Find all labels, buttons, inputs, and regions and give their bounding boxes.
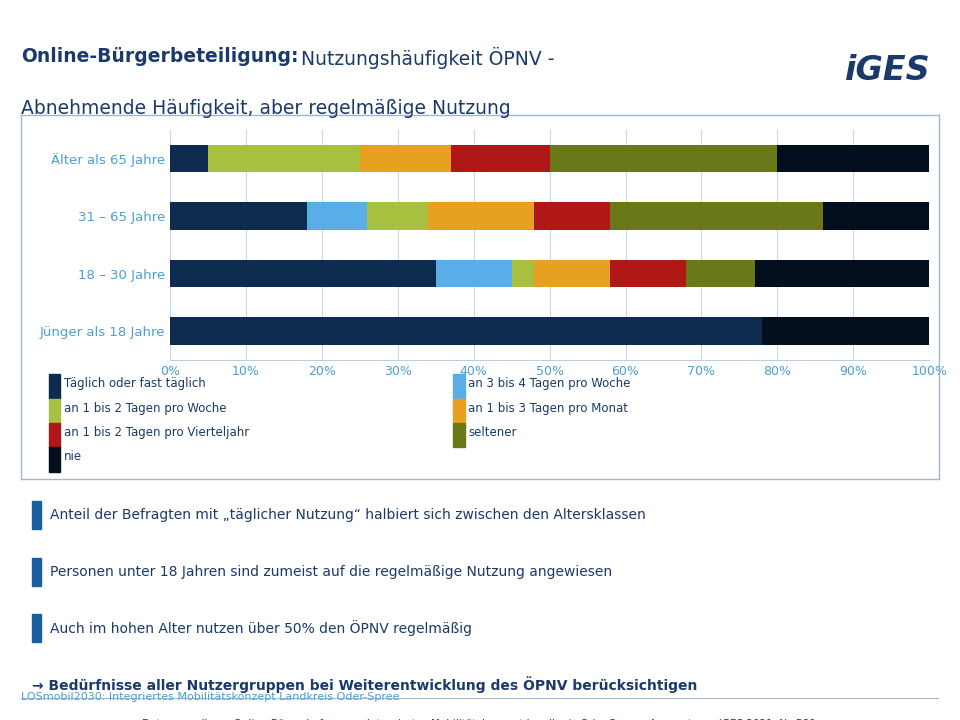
Bar [453, 374, 465, 399]
Text: an 3 bis 4 Tagen pro Woche: an 3 bis 4 Tagen pro Woche [468, 377, 631, 390]
Bar [32, 614, 41, 642]
Bar [611, 202, 823, 230]
Text: iGES: iGES [845, 54, 930, 87]
Bar [451, 145, 549, 172]
Bar [611, 260, 686, 287]
Text: seltener: seltener [468, 426, 516, 438]
Text: Personen unter 18 Jahren sind zumeist auf die regelmäßige Nutzung angewiesen: Personen unter 18 Jahren sind zumeist au… [51, 564, 612, 579]
Text: Nutzungshäufigkeit ÖPNV -: Nutzungshäufigkeit ÖPNV - [295, 47, 554, 69]
Bar [306, 202, 368, 230]
Bar [360, 145, 451, 172]
Bar [170, 260, 436, 287]
Bar [170, 145, 208, 172]
Text: Anteil der Befragten mit „täglicher Nutzung“ halbiert sich zwischen den Alterskl: Anteil der Befragten mit „täglicher Nutz… [51, 508, 646, 523]
Bar [49, 374, 60, 399]
Bar [32, 558, 41, 586]
Bar [778, 145, 929, 172]
Bar [436, 260, 512, 287]
Bar [762, 318, 929, 345]
Bar [49, 398, 60, 423]
Bar [453, 423, 465, 447]
Text: Abnehmende Häufigkeit, aber regelmäßige Nutzung: Abnehmende Häufigkeit, aber regelmäßige … [21, 99, 511, 117]
Bar [823, 202, 929, 230]
Text: LOSmobil2030: Integriertes Mobilitätskonzept Landkreis Oder-Spree: LOSmobil2030: Integriertes Mobilitätskon… [21, 692, 399, 702]
Bar [208, 145, 360, 172]
Bar [170, 318, 762, 345]
Text: Datengrundlage: Online-Bürgerbefragung, Integriertes Mobilitätskonzept Landkreis: Datengrundlage: Online-Bürgerbefragung, … [141, 719, 819, 720]
Bar [170, 202, 306, 230]
Bar [368, 202, 428, 230]
Bar [512, 260, 535, 287]
Bar [535, 260, 611, 287]
Text: Online-Bürgerbeteiligung:: Online-Bürgerbeteiligung: [21, 47, 299, 66]
Text: an 1 bis 2 Tagen pro Woche: an 1 bis 2 Tagen pro Woche [64, 402, 227, 415]
Bar [32, 501, 41, 529]
Text: → Bedürfnisse aller Nutzergruppen bei Weiterentwicklung des ÖPNV berücksichtigen: → Bedürfnisse aller Nutzergruppen bei We… [32, 676, 698, 693]
Text: Täglich oder fast täglich: Täglich oder fast täglich [64, 377, 205, 390]
Text: an 1 bis 2 Tagen pro Vierteljahr: an 1 bis 2 Tagen pro Vierteljahr [64, 426, 250, 438]
Bar [453, 398, 465, 423]
Bar [428, 202, 535, 230]
Bar [755, 260, 929, 287]
Bar [535, 202, 611, 230]
Bar [549, 145, 778, 172]
Text: an 1 bis 3 Tagen pro Monat: an 1 bis 3 Tagen pro Monat [468, 402, 628, 415]
Bar [49, 447, 60, 472]
Text: nie: nie [64, 450, 83, 463]
Text: Auch im hohen Alter nutzen über 50% den ÖPNV regelmäßig: Auch im hohen Alter nutzen über 50% den … [51, 621, 472, 636]
Bar [49, 423, 60, 447]
Bar [686, 260, 755, 287]
